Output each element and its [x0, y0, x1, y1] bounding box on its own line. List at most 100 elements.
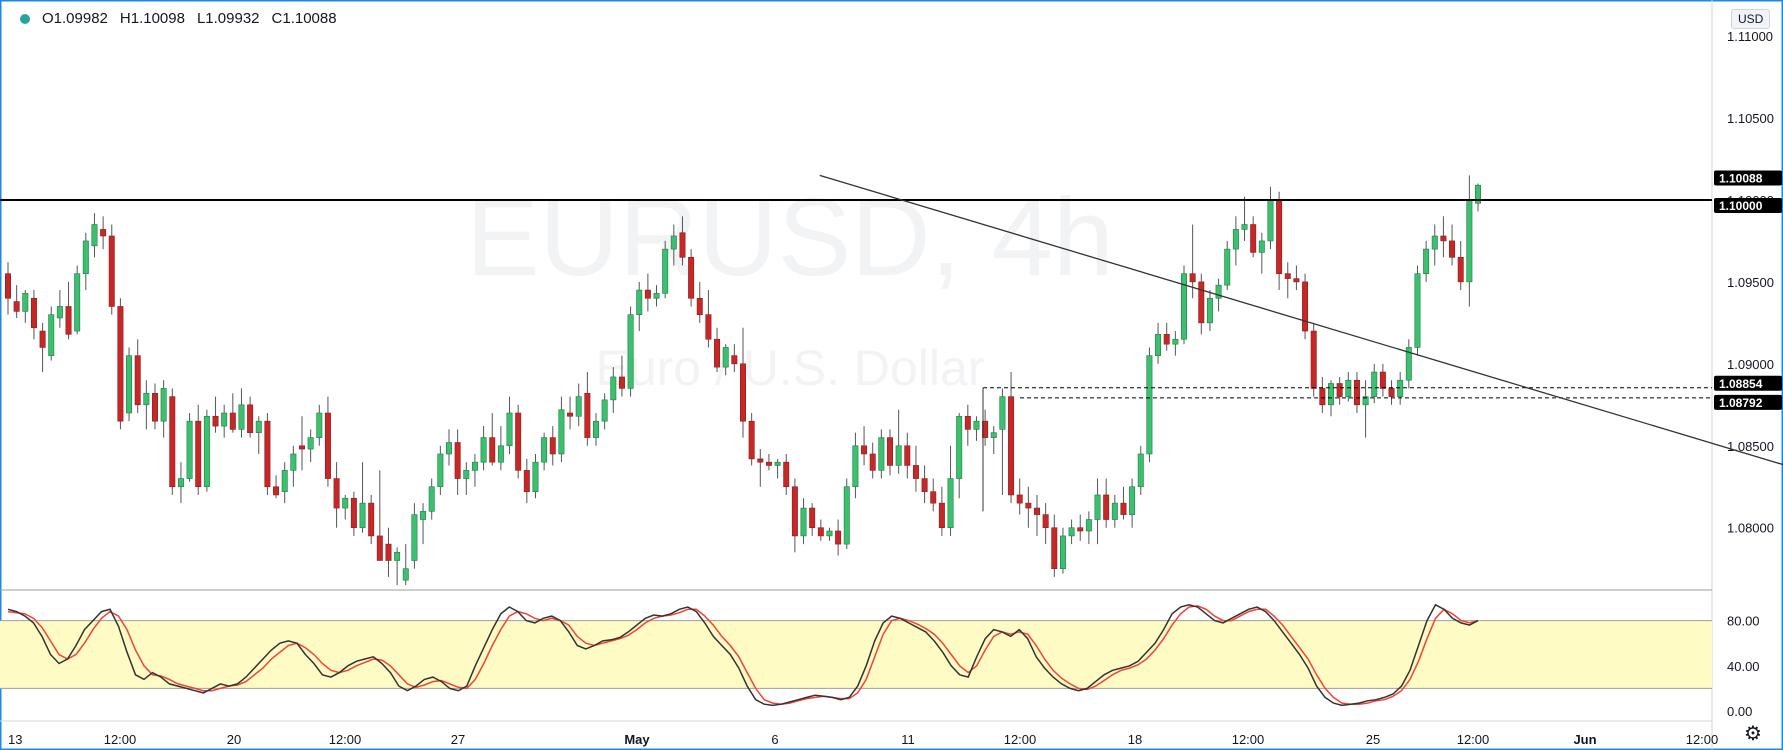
- currency-button[interactable]: USD: [1731, 9, 1771, 29]
- price-tag-label: 1.08792: [1719, 396, 1763, 410]
- candle-body: [1267, 199, 1274, 242]
- candle-body: [705, 314, 712, 340]
- candle-body: [930, 491, 937, 504]
- time-tick-label: 12:00: [104, 732, 137, 747]
- candle-body: [601, 399, 608, 422]
- candle-body: [757, 458, 764, 463]
- candle-body: [446, 442, 452, 455]
- candle-body: [1172, 338, 1179, 345]
- time-tick-label: 27: [451, 732, 465, 747]
- candle-body: [1293, 278, 1300, 283]
- candle-body: [394, 552, 401, 561]
- candle-body: [956, 415, 963, 479]
- candle-body: [437, 453, 444, 488]
- candle-body: [809, 507, 816, 529]
- candle-body: [1284, 273, 1291, 279]
- candle-body: [532, 461, 539, 492]
- candle-body: [835, 530, 842, 545]
- candle-body: [1440, 235, 1447, 242]
- candle-body: [238, 404, 245, 430]
- candle-body: [359, 502, 366, 529]
- candle-body: [852, 445, 859, 488]
- candle-body: [1232, 229, 1239, 250]
- candle-body: [152, 393, 158, 422]
- time-tick-label: 12:00: [1004, 732, 1037, 747]
- candle-body: [143, 393, 150, 406]
- candle-body: [869, 453, 876, 471]
- price-tag-box: [1714, 197, 1782, 213]
- candle-body: [212, 415, 219, 427]
- candle-body: [861, 445, 868, 455]
- candle-body: [1103, 494, 1110, 520]
- settings-gear-icon[interactable]: ⚙: [1744, 723, 1762, 745]
- candle-body: [402, 568, 409, 581]
- candle-body: [1085, 519, 1092, 532]
- candle-body: [1163, 334, 1170, 345]
- candle-body: [1042, 514, 1049, 529]
- candle-body: [895, 445, 902, 466]
- candle-body: [1215, 284, 1222, 299]
- candle-body: [843, 486, 850, 545]
- candle-body: [22, 293, 29, 312]
- candle-body: [714, 338, 721, 368]
- candle-body: [912, 465, 919, 479]
- candle-body: [100, 229, 107, 237]
- candle-body: [247, 404, 254, 433]
- candle-body: [1423, 248, 1430, 274]
- candle-body: [653, 293, 660, 299]
- time-tick-label: 18: [1128, 732, 1142, 747]
- candle-body: [1431, 235, 1438, 250]
- candle-body: [324, 412, 331, 479]
- candle-body: [255, 420, 262, 433]
- candle-body: [307, 437, 314, 450]
- candle-body: [1198, 281, 1205, 324]
- ohlc-high: H1.10098: [119, 10, 185, 27]
- price-tag-label: 1.08854: [1719, 377, 1763, 391]
- candle-body: [1016, 494, 1023, 504]
- candle-body: [999, 396, 1006, 430]
- candle-body: [1189, 273, 1196, 283]
- watermark-name: Euro / U.S. Dollar: [595, 340, 984, 396]
- candle-body: [48, 314, 55, 356]
- candle-body: [368, 502, 375, 537]
- time-tick-label: 12:00: [1457, 732, 1490, 747]
- candle-body: [1319, 388, 1326, 406]
- candle-body: [722, 347, 729, 368]
- candle-body: [1068, 527, 1075, 537]
- ohlc-open: O1.09982: [42, 10, 108, 27]
- candle-body: [1302, 281, 1309, 332]
- candle-body: [584, 393, 591, 438]
- candle-body: [1258, 240, 1265, 253]
- candle-body: [1345, 379, 1352, 397]
- time-tick-label: Jun: [1573, 732, 1596, 747]
- candle-body: [385, 543, 392, 561]
- price-tick-label: 1.10500: [1727, 111, 1774, 126]
- candle-body: [1094, 494, 1101, 520]
- candle-body: [489, 437, 496, 463]
- candle-body: [471, 461, 478, 471]
- symbol-status-icon[interactable]: [20, 13, 30, 24]
- candle-body: [1111, 502, 1118, 520]
- candle-body: [195, 420, 202, 488]
- time-tick-label: 12:00: [1686, 732, 1719, 747]
- candle-body: [575, 396, 582, 417]
- time-tick-label: 6: [771, 732, 778, 747]
- candle-body: [1146, 355, 1153, 455]
- candle-body: [921, 478, 928, 492]
- candle-body: [5, 273, 11, 299]
- candle-body: [13, 301, 20, 312]
- candle-body: [662, 248, 669, 294]
- price-tag-box: [1714, 170, 1782, 186]
- candle-body: [1051, 527, 1058, 569]
- candle-body: [1206, 297, 1213, 324]
- candle-body: [1025, 502, 1032, 509]
- candle-body: [549, 437, 556, 455]
- candle-body: [696, 297, 703, 315]
- candle-body: [904, 445, 911, 466]
- trend-line: [819, 174, 1783, 466]
- stoch-tick-label: 80.00: [1727, 614, 1760, 629]
- candle-body: [567, 412, 574, 417]
- candle-body: [1310, 330, 1317, 389]
- candle-body: [420, 511, 427, 520]
